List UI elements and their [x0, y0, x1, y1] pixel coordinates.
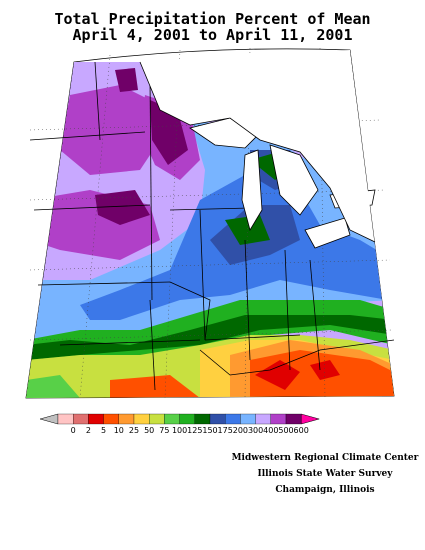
legend-label: 600: [294, 426, 309, 435]
legend-swatch: [103, 413, 119, 425]
legend-swatch: [179, 413, 195, 425]
legend-label: 150: [202, 426, 217, 435]
legend-swatch: [194, 413, 211, 425]
legend-swatch: [225, 413, 241, 425]
credit-line2: Illinois State Water Survey: [257, 469, 393, 479]
legend-swatch: [88, 413, 104, 425]
legend-label: 50: [144, 426, 154, 435]
legend-label: 0: [71, 426, 76, 435]
legend-label: 10: [114, 426, 124, 435]
legend-colorbar: 0 2 5 10 25 50 75 100 125 150 175 200 300 400 500 600: [39, 413, 321, 435]
legend-label: 300: [248, 426, 263, 435]
legend-label: 25: [129, 426, 139, 435]
legend-label: 175: [218, 426, 233, 435]
map-title-line2: April 4, 2001 to April 11, 2001: [72, 26, 353, 44]
credit-line3: Champaign, Illinois: [275, 485, 375, 495]
legend-swatch: [270, 413, 287, 425]
legend-label: 5: [101, 426, 106, 435]
legend-label: 2: [86, 426, 91, 435]
legend-label: 125: [187, 426, 202, 435]
legend-label: 500: [278, 426, 293, 435]
legend-swatch: [57, 413, 74, 425]
legend-swatch: [164, 413, 180, 425]
legend-swatch: [118, 413, 135, 425]
legend-arrow-high: [300, 413, 321, 425]
legend-label: 100: [172, 426, 187, 435]
legend-arrow-low: [39, 413, 59, 425]
legend-swatch: [73, 413, 89, 425]
legend-label: 200: [233, 426, 248, 435]
legend-label: 75: [159, 426, 169, 435]
outside-land: [140, 50, 375, 242]
legend-swatch: [240, 413, 256, 425]
map-title-line1: Total Precipitation Percent of Mean: [54, 10, 371, 28]
legend-label: 400: [263, 426, 278, 435]
legend-swatch: [149, 413, 165, 425]
legend-swatch: [255, 413, 271, 425]
credit-line1: Midwestern Regional Climate Center: [231, 453, 419, 463]
legend-swatch: [285, 413, 302, 425]
state-boundaries: [29, 61, 395, 391]
legend-swatch: [133, 413, 150, 425]
graticule: [29, 47, 393, 399]
legend-swatch: [209, 413, 226, 425]
precipitation-field: [26, 62, 394, 398]
